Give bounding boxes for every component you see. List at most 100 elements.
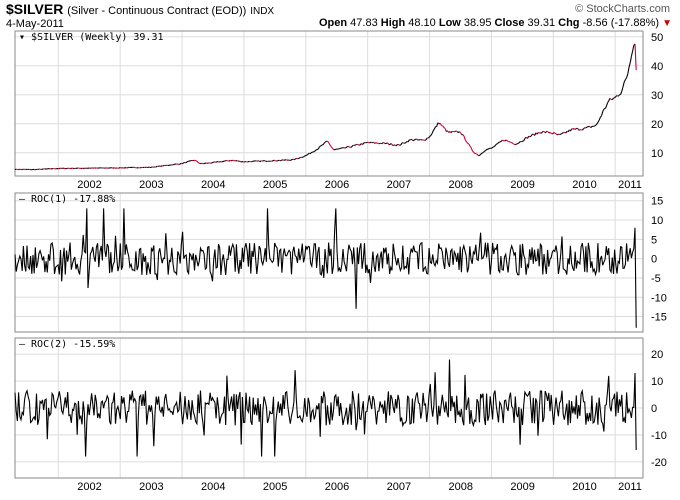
x-tick-label: 2007	[387, 481, 411, 493]
change-label: Chg	[558, 17, 580, 29]
price-segment	[454, 130, 457, 133]
price-segment	[611, 97, 614, 101]
symbol-description: (Silver - Continuous Contract (EOD))	[67, 5, 247, 17]
change-value: -8.56 (-17.88%)	[582, 17, 660, 29]
price-segment	[14, 168, 17, 171]
price-segment	[604, 106, 607, 109]
price-segment	[410, 138, 412, 141]
price-segment	[598, 117, 601, 121]
price-segment	[320, 144, 323, 147]
price-segment	[112, 167, 115, 169]
down-triangle-icon: ▼	[662, 18, 672, 29]
price-segment	[308, 152, 311, 155]
price-segment	[574, 128, 577, 130]
panel-frame	[14, 337, 644, 479]
price-segment	[294, 158, 297, 161]
price-segment	[627, 67, 630, 74]
price-segment	[385, 142, 387, 145]
price-segment	[395, 144, 398, 147]
price-segment	[317, 146, 321, 149]
price-segment	[595, 123, 598, 126]
price-segment	[634, 44, 637, 71]
price-segment	[437, 122, 440, 125]
price-segment	[614, 96, 617, 99]
price-segment	[181, 162, 184, 165]
symbol-text: $SILVER	[6, 1, 64, 17]
chart-symbol: $SILVER (Silver - Continuous Contract (E…	[6, 1, 274, 17]
price-segment	[487, 147, 490, 150]
price-segment	[460, 132, 463, 136]
price-segment	[219, 161, 221, 163]
price-segment	[198, 162, 201, 165]
price-segment	[480, 152, 483, 155]
price-segment	[521, 140, 523, 143]
y-tick-label: 10	[651, 148, 663, 160]
price-segment	[390, 143, 393, 146]
price-segment	[359, 143, 362, 146]
price-segment	[72, 167, 74, 170]
price-segment	[302, 156, 305, 158]
price-segment	[506, 140, 509, 142]
price-segment	[590, 126, 593, 129]
price-segment	[185, 161, 188, 164]
price-segment	[155, 165, 158, 168]
panel-legend: — ROC(1) -17.88%	[19, 194, 115, 205]
price-segment	[449, 131, 452, 133]
x-tick-label: 2007	[387, 179, 411, 191]
price-segment	[632, 45, 635, 52]
price-segment	[179, 162, 182, 165]
y-tick-label: 5	[651, 234, 657, 246]
price-segment	[504, 139, 507, 142]
y-tick-label: 20	[651, 349, 663, 361]
brand-watermark: © StockCharts.com	[575, 3, 670, 15]
price-segment	[273, 159, 276, 162]
price-segment	[387, 142, 390, 145]
price-segment	[309, 152, 312, 155]
price-segment	[180, 162, 183, 165]
y-tick-label: -10	[651, 430, 667, 442]
y-tick-label: 15	[651, 196, 663, 208]
price-segment	[236, 160, 239, 162]
price-segment	[327, 141, 330, 144]
price-segment	[380, 142, 383, 145]
y-tick-label: 0	[651, 403, 657, 415]
price-segment	[239, 160, 242, 163]
x-tick-label: 2008	[448, 179, 472, 191]
price-segment	[111, 167, 114, 169]
y-tick-label: 10	[651, 376, 663, 388]
high-value: 48.10	[408, 17, 436, 29]
price-segment	[596, 122, 599, 125]
price-segment	[620, 91, 623, 95]
price-segment	[63, 167, 66, 170]
price-segment	[197, 161, 200, 164]
price-segment	[371, 141, 374, 144]
price-segment	[577, 128, 580, 131]
x-tick-label: 2006	[325, 481, 349, 493]
price-segment	[594, 124, 596, 127]
price-segment	[436, 122, 439, 127]
price-segment	[298, 156, 301, 159]
price-segment	[251, 160, 254, 163]
price-segment	[601, 111, 604, 116]
open-value: 47.83	[350, 17, 378, 29]
price-segment	[539, 132, 541, 134]
x-tick-label: 2003	[139, 481, 163, 493]
price-segment	[293, 158, 295, 161]
price-segment	[469, 145, 472, 149]
price-segment	[491, 146, 494, 149]
x-tick-label: 2005	[263, 481, 287, 493]
price-segment	[172, 163, 175, 166]
price-segment	[529, 135, 532, 138]
price-segment	[570, 128, 573, 132]
y-tick-label: -5	[651, 273, 661, 285]
price-segment	[217, 161, 220, 163]
price-segment	[343, 147, 345, 149]
high-label: High	[380, 17, 406, 29]
price-segment	[472, 150, 475, 153]
price-segment	[512, 143, 515, 145]
price-segment	[162, 164, 165, 167]
price-segment	[351, 145, 354, 148]
price-segment	[468, 143, 471, 147]
close-label: Close	[494, 17, 525, 29]
price-segment	[332, 148, 335, 151]
